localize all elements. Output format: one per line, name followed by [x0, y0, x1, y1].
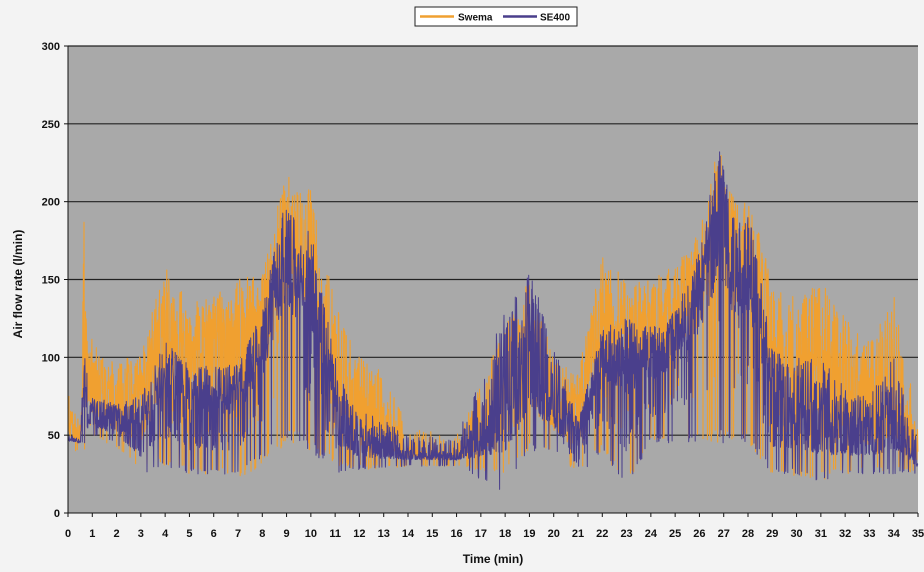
x-tick-label-18: 18: [499, 528, 511, 540]
x-tick-label-0: 0: [65, 528, 71, 540]
x-tick-label-25: 25: [669, 528, 681, 540]
y-tick-label-250: 250: [42, 119, 60, 131]
x-tick-label-19: 19: [523, 528, 535, 540]
series-layer: [67, 151, 919, 490]
x-tick-label-21: 21: [572, 528, 584, 540]
x-tick-label-32: 32: [839, 528, 851, 540]
x-axis-title: Time (min): [463, 552, 523, 566]
x-tick-label-10: 10: [305, 528, 317, 540]
x-tick-label-7: 7: [235, 528, 241, 540]
x-tick-label-6: 6: [211, 528, 217, 540]
x-tick-label-28: 28: [742, 528, 754, 540]
x-tick-label-31: 31: [815, 528, 827, 540]
x-ticks: 0 1 2 3 4 5 6 7 8 9 10 11 12 13 14 15 16 17 18 19 20 21 22 23 24…: [65, 513, 924, 540]
x-tick-label-3: 3: [138, 528, 144, 540]
x-tick-label-5: 5: [186, 528, 192, 540]
x-tick-label-20: 20: [548, 528, 560, 540]
x-tick-label-17: 17: [475, 528, 487, 540]
x-tick-label-2: 2: [114, 528, 120, 540]
x-tick-label-8: 8: [259, 528, 265, 540]
x-tick-label-35: 35: [912, 528, 924, 540]
y-tick-label-50: 50: [48, 430, 60, 442]
x-tick-label-23: 23: [620, 528, 632, 540]
y-tick-label-0: 0: [54, 508, 60, 520]
series-line-se400: [67, 151, 919, 490]
x-tick-label-4: 4: [162, 528, 169, 540]
legend: Swema SE400: [414, 6, 578, 27]
x-tick-label-30: 30: [790, 528, 802, 540]
x-tick-label-27: 27: [718, 528, 730, 540]
x-tick-label-13: 13: [378, 528, 390, 540]
legend-label-swema: Swema: [458, 13, 493, 24]
x-tick-label-26: 26: [693, 528, 705, 540]
x-tick-label-29: 29: [766, 528, 778, 540]
y-tick-label-100: 100: [42, 352, 60, 364]
x-tick-label-15: 15: [426, 528, 438, 540]
y-axis-title: Air flow rate (l/min): [11, 230, 25, 339]
x-tick-label-12: 12: [353, 528, 365, 540]
x-tick-label-1: 1: [89, 528, 95, 540]
legend-box: [414, 6, 578, 27]
y-ticks: 0 50 100 150 200 250 300: [42, 41, 68, 520]
y-tick-label-200: 200: [42, 197, 60, 209]
x-tick-label-14: 14: [402, 528, 415, 540]
x-tick-label-22: 22: [596, 528, 608, 540]
x-tick-label-11: 11: [329, 528, 341, 540]
x-tick-label-16: 16: [450, 528, 462, 540]
y-tick-label-150: 150: [42, 275, 60, 287]
x-tick-label-34: 34: [888, 528, 901, 540]
legend-label-se400: SE400: [540, 13, 570, 24]
x-tick-label-9: 9: [284, 528, 290, 540]
y-tick-label-300: 300: [42, 41, 60, 53]
x-tick-label-33: 33: [863, 528, 875, 540]
x-tick-label-24: 24: [645, 528, 658, 540]
